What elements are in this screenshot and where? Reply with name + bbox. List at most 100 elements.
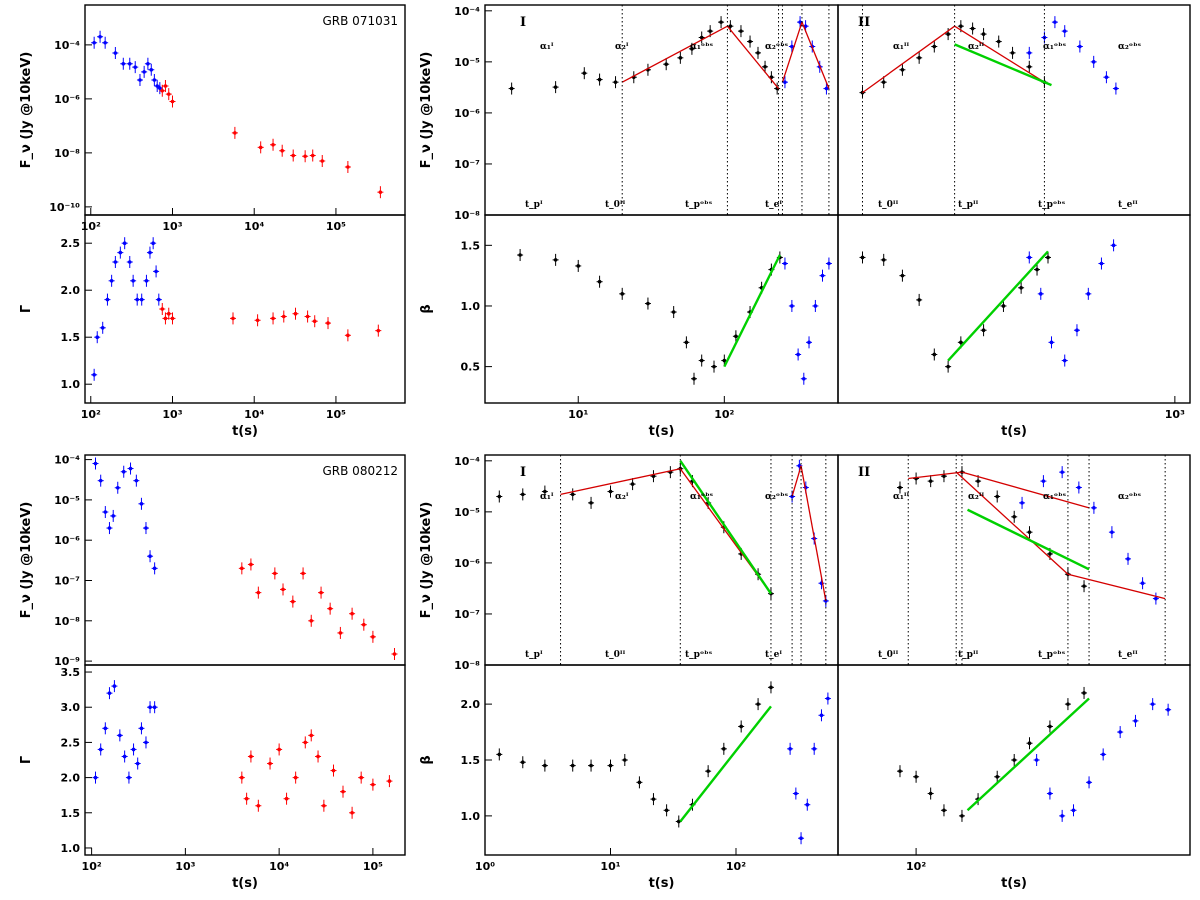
data-point — [1049, 340, 1054, 345]
data-point — [996, 39, 1001, 44]
y-tick-label: 10⁻⁸ — [54, 615, 80, 628]
data-point — [291, 599, 295, 604]
data-point — [712, 364, 716, 369]
time-annotation: t_pᴵ — [525, 650, 543, 660]
fit-line — [862, 25, 955, 94]
data-point — [589, 763, 593, 768]
data-point — [293, 775, 298, 780]
x-axis-label: t(s) — [232, 876, 258, 891]
data-point — [692, 376, 696, 381]
y-tick-label: 2.0 — [61, 284, 81, 297]
data-point — [152, 566, 157, 571]
data-point — [256, 803, 261, 808]
data-point — [107, 526, 112, 530]
panel-title: I — [520, 465, 526, 480]
data-point — [127, 61, 132, 66]
slope-annotation: α₂ᵒᵇˢ — [765, 492, 789, 502]
data-point — [122, 241, 127, 245]
data-point — [341, 789, 345, 794]
y-tick-label: 10⁻⁷ — [54, 574, 80, 587]
slope-annotation: α₂ᵒᵇˢ — [765, 42, 789, 52]
data-point — [690, 47, 694, 51]
data-point — [820, 273, 825, 278]
y-tick-label: 3.0 — [61, 701, 81, 714]
data-point — [946, 364, 950, 369]
plot-frame — [84, 4, 406, 216]
data-point — [1082, 691, 1086, 695]
fit-line — [966, 508, 1090, 571]
y-tick-label: 2.0 — [61, 772, 81, 785]
data-point — [630, 482, 635, 486]
data-point — [258, 145, 263, 150]
data-point — [981, 328, 986, 333]
chart-panel: 10² t(s) — [837, 664, 1191, 891]
chart-panel: 10² 10³ 10⁴ 10⁵ 10⁻¹⁰ 10⁻⁸ 10⁻⁶ 10⁻⁴ F_ν (Jy @10… — [19, 4, 406, 233]
data-point — [928, 791, 933, 796]
data-point — [970, 26, 975, 31]
data-point — [1104, 75, 1109, 80]
data-point — [100, 326, 105, 330]
data-point — [157, 297, 161, 302]
data-point — [827, 261, 831, 266]
time-annotation: t_pᵒᵇˢ — [1038, 200, 1066, 210]
fit-line — [679, 460, 772, 595]
data-point — [898, 769, 902, 773]
data-point — [932, 352, 937, 357]
data-point — [144, 526, 148, 530]
data-point — [699, 358, 704, 363]
data-point — [244, 796, 249, 801]
panel-title: I — [520, 15, 526, 30]
data-point — [113, 260, 118, 264]
data-point — [271, 142, 275, 147]
data-point — [1078, 44, 1082, 49]
data-point — [613, 80, 618, 84]
chart-panel: 10⁻⁹ 10⁻⁸ 10⁻⁷ 10⁻⁶ 10⁻⁵ 10⁻⁴ F_ν (Jy @10keV) G… — [19, 454, 406, 668]
data-point — [802, 376, 806, 381]
data-point — [763, 65, 767, 69]
y-axis-label: F_ν (Jy @10keV) — [19, 502, 34, 619]
data-point — [728, 24, 733, 28]
data-point — [798, 20, 802, 24]
time-annotation: t_pᵒᵇˢ — [685, 200, 713, 210]
data-point — [350, 611, 354, 616]
data-point — [118, 250, 123, 255]
panel-title: GRB 080212 — [323, 464, 399, 478]
data-point — [1027, 255, 1032, 260]
data-point — [121, 61, 126, 66]
data-point — [268, 761, 272, 766]
data-point — [914, 774, 918, 779]
fit-line — [791, 465, 802, 497]
plot-frame — [484, 214, 839, 404]
fit-line — [908, 471, 963, 480]
data-point — [135, 297, 140, 302]
fit-line — [947, 250, 1049, 362]
data-point — [255, 318, 260, 323]
data-point — [722, 747, 726, 751]
time-annotation: t_0ᴵᴵ — [605, 650, 626, 660]
data-point — [1048, 552, 1052, 556]
y-tick-label: 10⁻⁵ — [454, 506, 480, 519]
x-tick-label: 10² — [726, 860, 746, 873]
data-point — [734, 334, 738, 339]
data-series — [781, 16, 830, 95]
slope-annotation: α₂ᴵ — [615, 42, 629, 52]
data-point — [769, 685, 773, 690]
x-axis-label: t(s) — [649, 424, 675, 439]
fit-line — [954, 25, 1045, 83]
data-point — [151, 241, 155, 245]
fit-line — [560, 468, 681, 496]
data-point — [756, 51, 760, 55]
fit-line — [726, 25, 780, 89]
data-point — [518, 253, 522, 257]
data-point — [170, 316, 175, 321]
data-point — [1166, 707, 1170, 712]
data-point — [281, 314, 286, 319]
data-point — [103, 726, 108, 731]
fit-line — [781, 21, 803, 83]
x-tick-label: 10⁰ — [475, 860, 495, 873]
data-point — [960, 814, 964, 818]
data-point — [1062, 29, 1067, 33]
data-point — [113, 51, 118, 55]
data-point — [1099, 261, 1104, 266]
